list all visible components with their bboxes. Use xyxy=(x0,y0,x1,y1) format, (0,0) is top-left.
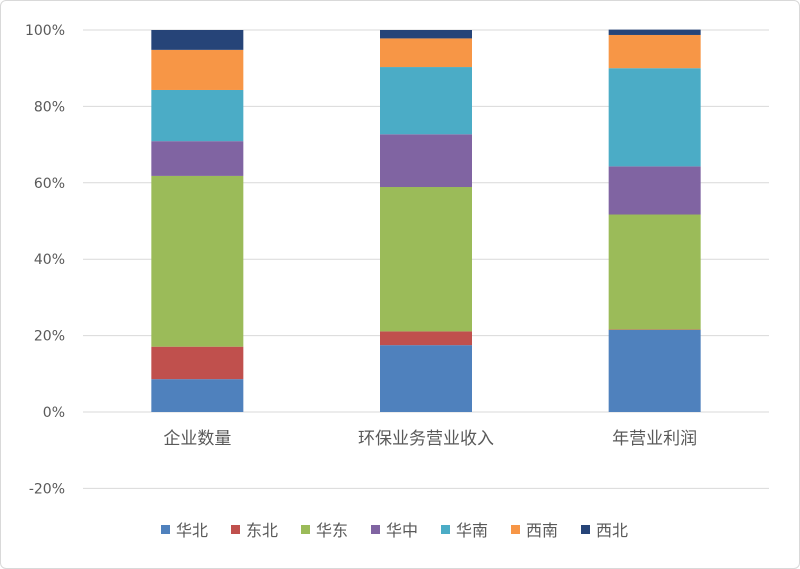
legend-label: 西南 xyxy=(526,521,558,540)
y-tick-label: 20% xyxy=(34,329,65,345)
y-tick-label: 40% xyxy=(34,252,65,268)
x-category-label: 环保业务营业收入 xyxy=(358,429,494,449)
y-tick-label: 60% xyxy=(34,176,65,192)
y-tick-label: 100% xyxy=(25,23,65,39)
legend-swatch xyxy=(511,525,520,534)
legend-swatch xyxy=(231,525,240,534)
bar-segment-东北 xyxy=(380,331,472,346)
x-category-label: 年营业利润 xyxy=(612,429,697,449)
bar-segment-西南 xyxy=(380,38,472,68)
bar-segment-东北 xyxy=(151,346,244,380)
bar-segment-华北 xyxy=(151,379,244,412)
bar-segment-西北 xyxy=(151,30,244,50)
legend-label: 东北 xyxy=(246,521,278,540)
bar-segment-华东 xyxy=(151,175,244,347)
bar-segment-华南 xyxy=(151,89,244,142)
bar-segment-西北 xyxy=(608,29,701,35)
bar-segment-华中 xyxy=(151,141,244,176)
legend-label: 华南 xyxy=(456,521,488,540)
bar-segment-华中 xyxy=(608,166,701,215)
bar-segment-华东 xyxy=(608,214,701,330)
y-tick-label: 80% xyxy=(34,99,65,115)
bar-segment-西南 xyxy=(151,49,244,90)
bar-segment-华北 xyxy=(608,329,701,412)
x-category-label: 企业数量 xyxy=(163,429,231,449)
legend-swatch xyxy=(161,525,170,534)
bar-segment-华中 xyxy=(380,134,472,188)
legend-label: 华中 xyxy=(386,521,418,540)
bar-segment-华南 xyxy=(608,68,701,167)
bar-segment-西北 xyxy=(380,30,472,39)
bar-segment-华东 xyxy=(380,187,472,332)
bar-segment-华南 xyxy=(380,67,472,135)
legend-swatch xyxy=(371,525,380,534)
legend-swatch xyxy=(581,525,590,534)
legend-swatch xyxy=(441,525,450,534)
bar-segment-西南 xyxy=(608,34,701,69)
legend-label: 西北 xyxy=(596,521,628,540)
y-tick-label: -20% xyxy=(29,481,65,497)
legend-swatch xyxy=(301,525,310,534)
bar-segment-华北 xyxy=(380,345,472,412)
legend-label: 华北 xyxy=(176,521,208,540)
legend-label: 华东 xyxy=(316,521,348,540)
y-tick-label: 0% xyxy=(43,405,65,421)
